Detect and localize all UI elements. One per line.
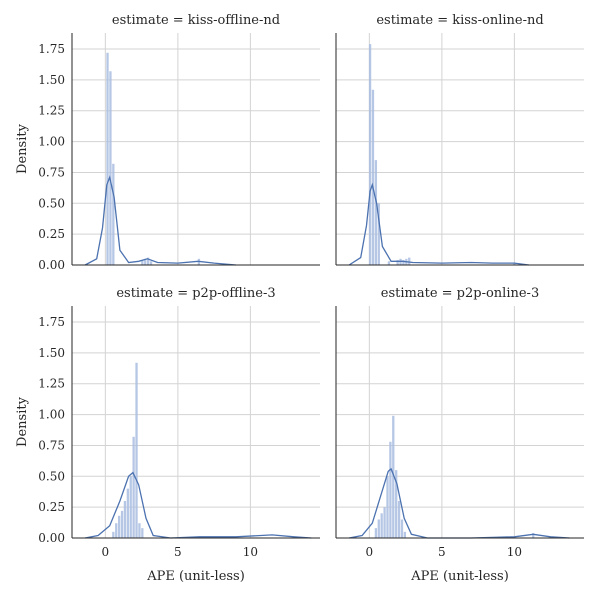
histogram-bar [106,52,109,265]
histogram-bar [126,488,129,538]
histogram-bar [402,260,405,265]
histogram-bar [112,163,115,265]
histogram-bar [146,257,150,265]
histogram-bar [403,531,407,538]
histogram-bar [396,260,399,265]
histogram-bar [141,528,144,538]
x-tick-label: 0 [102,545,110,559]
x-tick-label: 0 [366,545,374,559]
histogram-bar [387,261,391,265]
y-tick-label: 1.50 [38,346,65,360]
histogram-bar [123,500,127,538]
histogram-bar [144,258,147,265]
y-tick-label: 0.00 [38,258,65,272]
x-tick-label: 5 [438,545,446,559]
y-tick-label: 0.50 [38,469,65,483]
panel-title: estimate = kiss-offline-nd [112,13,280,28]
histogram-bar [389,441,392,538]
panel-title: estimate = kiss-online-nd [376,13,543,28]
y-tick-label: 1.00 [38,135,65,149]
y-tick-label: 1.00 [38,408,65,422]
histogram-bar [117,515,121,538]
panel-title: estimate = p2p-offline-3 [116,286,275,301]
panel-title: estimate = p2p-online-3 [381,286,539,301]
y-axis-title: Density [15,396,30,447]
histogram-bar [149,261,153,265]
histogram-bar [129,476,132,538]
histogram-bar [141,260,144,265]
histogram-bar [132,436,135,538]
histogram-bar [112,531,115,538]
histogram-bar [368,44,372,265]
histogram-bar [135,362,138,538]
y-tick-label: 0.25 [38,227,65,241]
histogram-bar [374,528,378,538]
y-axis-title: Density [15,123,30,174]
histogram-bar [386,476,389,538]
y-tick-label: 0.25 [38,500,65,514]
histogram-bar [115,523,118,538]
kde-line [84,471,312,539]
y-tick-label: 1.25 [38,377,65,391]
x-tick-label: 10 [507,545,522,559]
y-tick-label: 0.75 [38,438,65,452]
histogram-bar [400,519,404,538]
y-tick-label: 0.00 [38,531,65,545]
y-tick-label: 1.75 [38,42,65,56]
histogram-bar [513,262,516,265]
y-tick-label: 1.25 [38,104,65,118]
histogram-bar [120,510,124,538]
x-axis-title: APE (unit-less) [410,569,509,584]
histogram-bar [532,533,535,538]
kde-line [348,182,529,266]
kde-line [348,467,570,539]
x-tick-label: 10 [243,545,258,559]
histogram-bar [392,415,395,538]
y-tick-label: 1.50 [38,73,65,87]
histogram-bar [377,203,380,265]
histogram-bar [377,519,380,538]
histogram-bar [138,523,141,538]
y-tick-label: 1.75 [38,315,65,329]
histogram-bar [408,257,411,265]
histogram-bar [374,160,378,265]
histogram-bar [397,500,401,538]
kde-line [84,175,236,266]
y-tick-label: 0.50 [38,196,65,210]
histogram-bar [371,89,375,265]
histogram-bar [380,513,383,538]
histogram-bar [383,507,386,538]
x-axis-title: APE (unit-less) [146,569,245,584]
y-tick-label: 0.75 [38,165,65,179]
x-tick-label: 5 [174,545,182,559]
histogram-bar [395,470,398,538]
histogram-bar [109,71,112,266]
